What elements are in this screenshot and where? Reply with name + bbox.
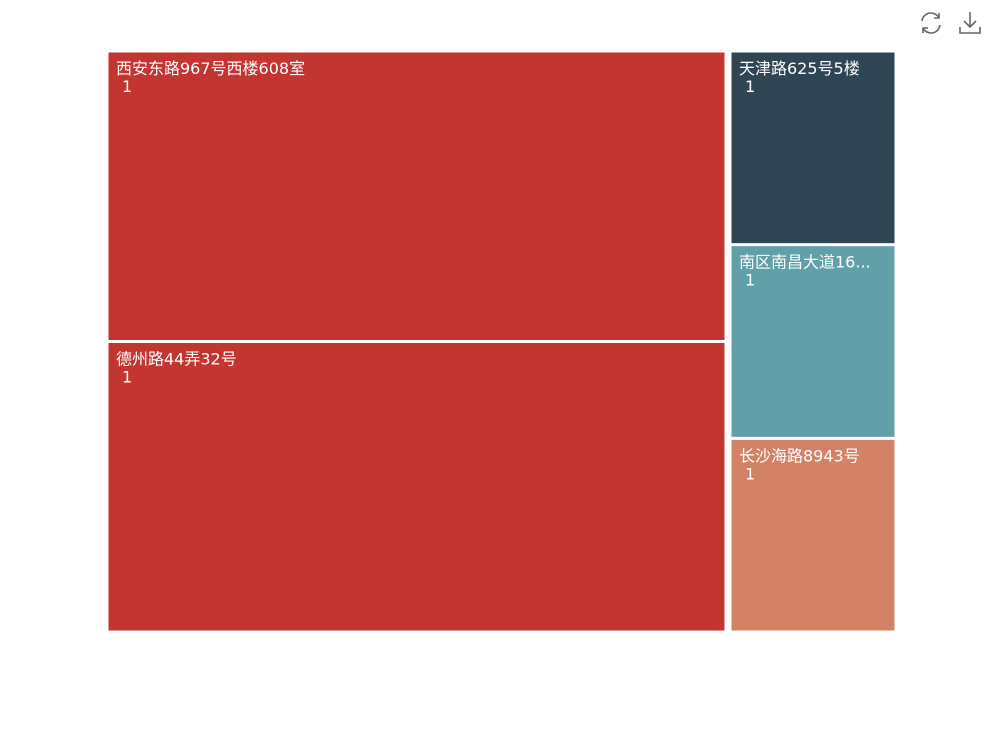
treemap-tile-value: 1 <box>745 77 755 96</box>
treemap-tile-rect[interactable] <box>730 245 896 438</box>
treemap-tile-value: 1 <box>122 77 132 96</box>
treemap-tile-name: 南区南昌大道16... <box>739 253 871 272</box>
treemap-tile-name: 天津路625号5楼 <box>739 59 860 78</box>
chart-toolbox <box>916 8 985 38</box>
treemap-tile-name: 西安东路967号西楼608室 <box>116 59 305 78</box>
treemap-tile-rect[interactable] <box>730 438 896 632</box>
treemap-tile-value: 1 <box>745 271 755 290</box>
treemap-tile-name: 长沙海路8943号 <box>739 446 860 465</box>
restore-button[interactable] <box>916 8 946 38</box>
treemap-tile-value: 1 <box>122 368 132 387</box>
refresh-icon <box>921 12 941 34</box>
treemap-tile-rect[interactable] <box>730 51 896 245</box>
treemap-tile[interactable]: 南区南昌大道16...1 <box>730 245 896 438</box>
treemap-tile-name: 德州路44弄32号 <box>116 350 237 369</box>
treemap-tile-rect[interactable] <box>107 51 726 341</box>
treemap-tile-value: 1 <box>745 464 755 483</box>
save-image-button[interactable] <box>955 8 985 38</box>
treemap-tile-rect[interactable] <box>107 342 726 632</box>
download-icon <box>959 12 981 34</box>
